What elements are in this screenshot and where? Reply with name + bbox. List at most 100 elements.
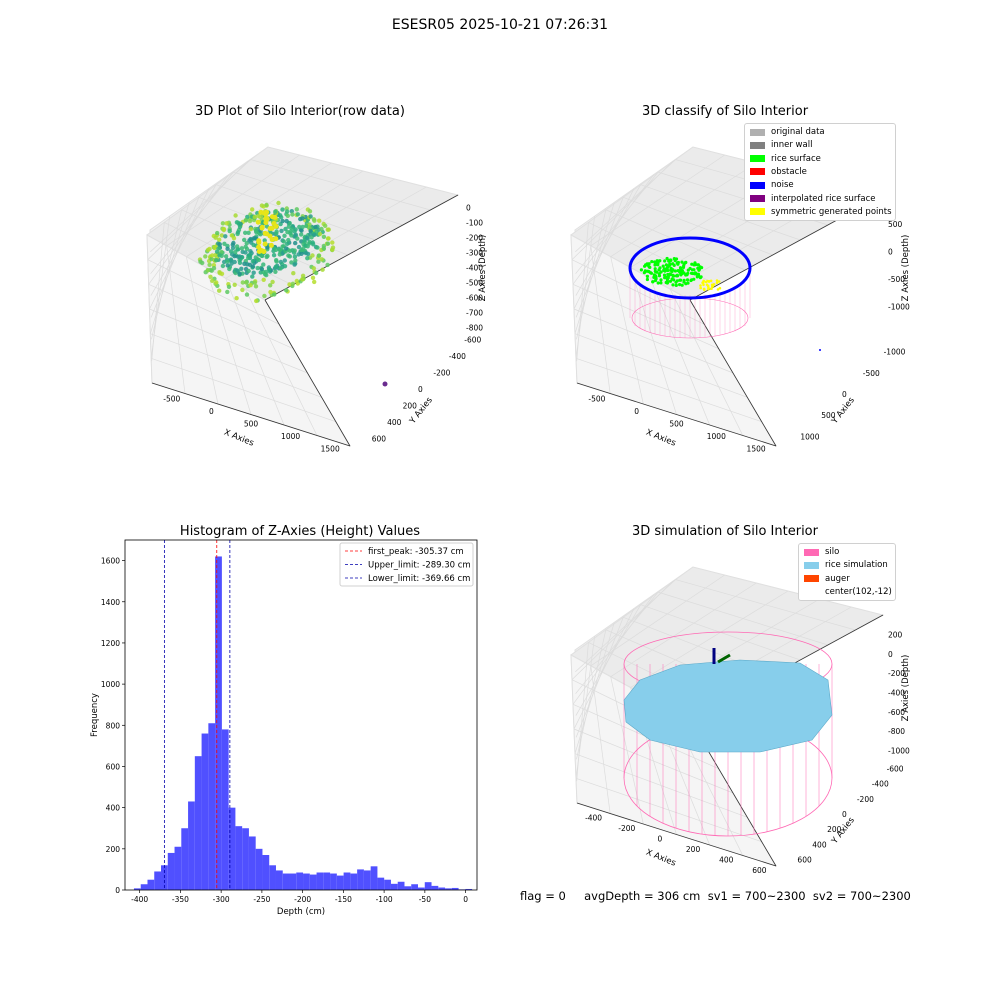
panel1-y-tick-label: 600 [372,435,387,444]
panel2-z-tick-label: 0 [888,247,893,256]
panel4-x-tick-label: 200 [686,845,701,854]
histogram-bar [451,887,459,890]
panel2-x-tick-label: 1500 [747,445,766,454]
legend-entry: rice simulation [804,560,888,572]
histogram-bar [397,881,405,890]
panel4-title: 3D simulation of Silo Interior [632,524,818,539]
panel1-gridline [186,162,332,257]
panel2-gridline [610,162,757,257]
histogram-bar [275,870,283,890]
panel1-gridline [150,171,234,274]
histogram-bar [154,871,162,890]
histogram-bar [282,873,290,890]
legend-label: symmetric generated points [771,206,892,217]
panel1-y-axis-label: Y Axies [407,395,435,427]
histogram-bar [363,870,371,890]
panel1-outlier-point [382,381,388,387]
histogram-bar [431,885,439,890]
legend-swatch [750,128,765,136]
panel4-z-tick-label: -600 [888,708,905,717]
panel2-x-axis-line [576,382,777,447]
panel1-gridline [150,333,322,398]
histogram-bar [248,836,256,890]
histogram-bar [140,884,148,890]
panel2-z-tick-label: 500 [888,220,903,229]
panel4-gridline [575,778,762,842]
histogram-x-tick-label: 0 [463,895,468,904]
histogram-y-axis-label: Frequency [90,693,100,737]
panel4-gridline [658,591,828,646]
panel4-z-axis-label: Z Axies (Depth) [901,655,911,722]
legend-swatch [750,168,765,176]
panel2-gridline [623,196,773,256]
panel4-auger-arm [717,653,731,664]
panel1-y-tick-label: 400 [387,418,402,427]
legend-entry: auger [804,574,850,586]
panel4-x-tick-label: -400 [585,813,602,822]
histogram-bar [411,884,418,890]
panel1-x-tick-label: -500 [163,394,180,403]
legend-swatch [750,208,765,216]
legend-entry: silo [804,547,839,559]
histogram-bar [350,873,358,890]
histogram-bar [235,826,243,890]
panel4-gridline [675,579,856,631]
histogram-bar [309,874,317,890]
histogram-bar [167,852,175,890]
panel4-z-tick-label: -1000 [888,746,910,755]
panel2-y-tick-label: 1000 [800,432,819,441]
panel2-z-axis-label: Z Axies (Depth) [901,235,911,302]
histogram-legend-box [339,542,474,587]
panel1-x-axis-label: X Axies [222,428,255,449]
legend-label: interpolated rice surface [771,193,876,204]
legend-label: noise [771,180,794,191]
panel4-y-tick-label: 200 [827,825,842,834]
panel4-silo-simulation [623,631,833,837]
histogram-bar [336,875,344,890]
panel4-gridline [610,582,757,677]
panel1-gridline [147,259,280,325]
panel2-z-tick-label: -500 [888,275,905,284]
histogram-bar [289,873,297,890]
panel2-gridline [575,171,659,274]
panel1-x-tick-label: 500 [244,420,259,429]
histogram-bar [194,756,202,890]
panel2-y-tick-label: -1000 [884,348,906,357]
histogram-y-tick-label: 1000 [101,680,120,689]
panel1-y-tick-label: 0 [418,385,423,394]
histogram-bar [133,888,141,890]
histogram-bar [174,846,182,890]
panel2-z-tick-label: -1000 [888,302,910,311]
histogram-bar [390,883,398,890]
legend-label: center(102,-12) [825,586,892,597]
panel4-z-tick-label: -800 [888,727,905,736]
status-footer: flag = 0 avgDepth = 306 cm sv1 = 700~230… [520,889,911,903]
panel1-x-tick-label: 0 [209,407,214,416]
panel2-gridline [640,184,801,241]
panel1-gridline [150,159,251,253]
legend-entry: inner wall [750,140,812,152]
panel4-z-tick-label: 0 [888,650,893,659]
legend-swatch [750,141,765,149]
panel4-x-tick-label: 0 [658,834,663,843]
histogram-bar [255,848,263,890]
histogram-bar [208,723,216,890]
panel4-x-axis-line [576,802,777,867]
legend-swatch [750,195,765,202]
histogram-bar [316,872,324,890]
histogram-x-axis-label: Depth (cm) [277,907,325,917]
panel4-gridline [576,642,589,782]
panel4-gridline [573,728,734,794]
histogram-bar [330,873,337,890]
histogram-bar [445,888,452,890]
panel1-y-tick-label: -600 [464,335,481,344]
legend-label: obstacle [771,166,807,177]
legend-entry: symmetric generated points [750,207,892,219]
histogram-bar [228,807,236,890]
histogram-bar [377,877,385,890]
panel2-x-tick-label: -500 [588,394,605,403]
panel4-y-tick-label: 600 [797,855,812,864]
histogram-y-tick-label: 400 [106,804,121,813]
panel2-gridline [571,259,705,325]
